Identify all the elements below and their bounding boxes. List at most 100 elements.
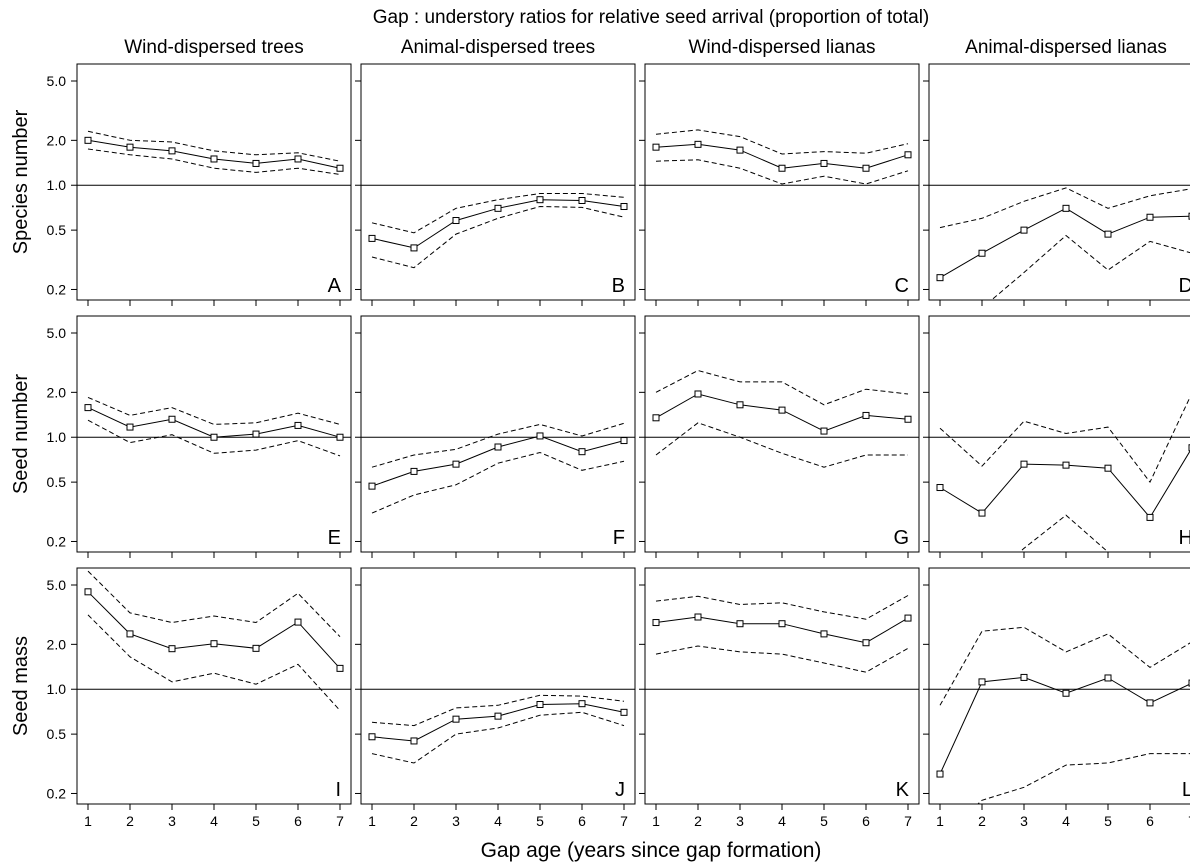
lower-ci-line [87, 614, 341, 711]
column-titles: Wind-dispersed trees Animal-dispersed tre… [124, 37, 1167, 58]
y-tick-label: 0.2 [47, 785, 67, 801]
lower-ci-line [990, 234, 1190, 300]
y-tick-label: 1.0 [47, 177, 67, 193]
data-point [294, 421, 302, 429]
mean-line [939, 450, 1190, 519]
lower-ci-line [655, 422, 908, 468]
panel-letter: C [895, 275, 909, 297]
data-point [126, 630, 134, 638]
data-point [978, 509, 986, 517]
data-point [778, 164, 786, 172]
panel-plot-area [368, 422, 628, 514]
panel-frame [76, 567, 352, 805]
data-point [694, 390, 702, 398]
y-tick-label: 2.0 [47, 636, 67, 652]
x-tick-label: 3 [736, 813, 744, 829]
row-title: Species number [10, 109, 32, 254]
data-point [652, 619, 660, 627]
x-tick-label: 3 [1020, 813, 1028, 829]
data-point [410, 467, 418, 475]
data-point [1020, 673, 1028, 681]
data-point [620, 437, 628, 445]
upper-ci-line [655, 595, 909, 620]
data-point [578, 448, 586, 456]
data-point [620, 203, 628, 211]
data-point [536, 432, 544, 440]
data-point [336, 664, 344, 672]
panel-letter: A [328, 275, 342, 297]
panel-J: 1 2 3 4 5 6 7 J [355, 567, 636, 829]
upper-ci-line [371, 694, 625, 727]
panel-plot-area [368, 193, 628, 269]
x-tick-label: 1 [936, 813, 944, 829]
mean-line [87, 407, 341, 438]
data-point [252, 644, 260, 652]
y-tick-label: 1.0 [47, 681, 67, 697]
column-title: Wind-dispersed lianas [689, 37, 876, 58]
data-point [1062, 204, 1070, 212]
data-point [1146, 513, 1154, 521]
panel-plot-area [84, 570, 344, 711]
mean-line [655, 143, 909, 169]
data-point [84, 136, 92, 144]
y-tick-label: 1.0 [47, 429, 67, 445]
x-tick-label: 2 [694, 813, 702, 829]
panel-frame [76, 63, 352, 301]
y-tick-label: 0.2 [47, 281, 67, 297]
data-point [862, 164, 870, 172]
data-point [536, 701, 544, 709]
panel-plot-area [84, 396, 344, 457]
data-point [736, 146, 744, 154]
panel-letter: K [896, 779, 910, 801]
data-point [820, 159, 828, 167]
y-tick-label: 5.0 [47, 577, 67, 593]
panel-G: G [639, 315, 920, 558]
y-tick-label: 0.2 [47, 533, 67, 549]
panel-D: D [923, 63, 1190, 306]
y-tick-label: 2.0 [47, 384, 67, 400]
y-tick-label: 5.0 [47, 73, 67, 89]
lower-ci-line [371, 711, 625, 764]
panel-B: B [355, 63, 636, 306]
data-point [936, 484, 944, 492]
data-point [936, 274, 944, 282]
y-tick-label: 0.5 [47, 222, 67, 238]
panel-letter: J [615, 779, 625, 801]
data-point [652, 414, 660, 422]
data-point [1020, 460, 1028, 468]
lower-ci-line [371, 205, 625, 269]
lower-ci-line [87, 148, 341, 175]
data-point [336, 164, 344, 172]
data-point [652, 143, 660, 151]
panel-letter: L [1182, 779, 1190, 801]
data-point [368, 733, 376, 741]
lower-ci-line [977, 753, 1190, 804]
x-tick-label: 4 [494, 813, 502, 829]
lower-ci-line [1019, 514, 1109, 552]
data-point [620, 708, 628, 716]
upper-ci-line [939, 626, 1190, 706]
data-point [252, 430, 260, 438]
data-point [736, 401, 744, 409]
mean-line [87, 591, 341, 669]
x-tick-label: 1 [368, 813, 376, 829]
data-point [494, 204, 502, 212]
data-point [1020, 226, 1028, 234]
x-tick-label: 4 [210, 813, 218, 829]
x-axis-label: Gap age (years since gap formation) [481, 839, 822, 862]
x-tick-label: 1 [652, 813, 660, 829]
x-tick-label: 6 [1146, 813, 1154, 829]
panel-plot-area [368, 694, 628, 764]
x-tick-label: 4 [778, 813, 786, 829]
upper-ci-line [87, 570, 341, 638]
x-tick-label: 3 [452, 813, 460, 829]
data-point [168, 147, 176, 155]
mean-line [87, 139, 341, 169]
data-point [336, 433, 344, 441]
x-tick-label: 6 [862, 813, 870, 829]
panel-letter: B [612, 275, 625, 297]
data-point [84, 404, 92, 412]
x-tick-label: 4 [1062, 813, 1070, 829]
data-point [126, 143, 134, 151]
panel-letter: I [335, 779, 341, 801]
